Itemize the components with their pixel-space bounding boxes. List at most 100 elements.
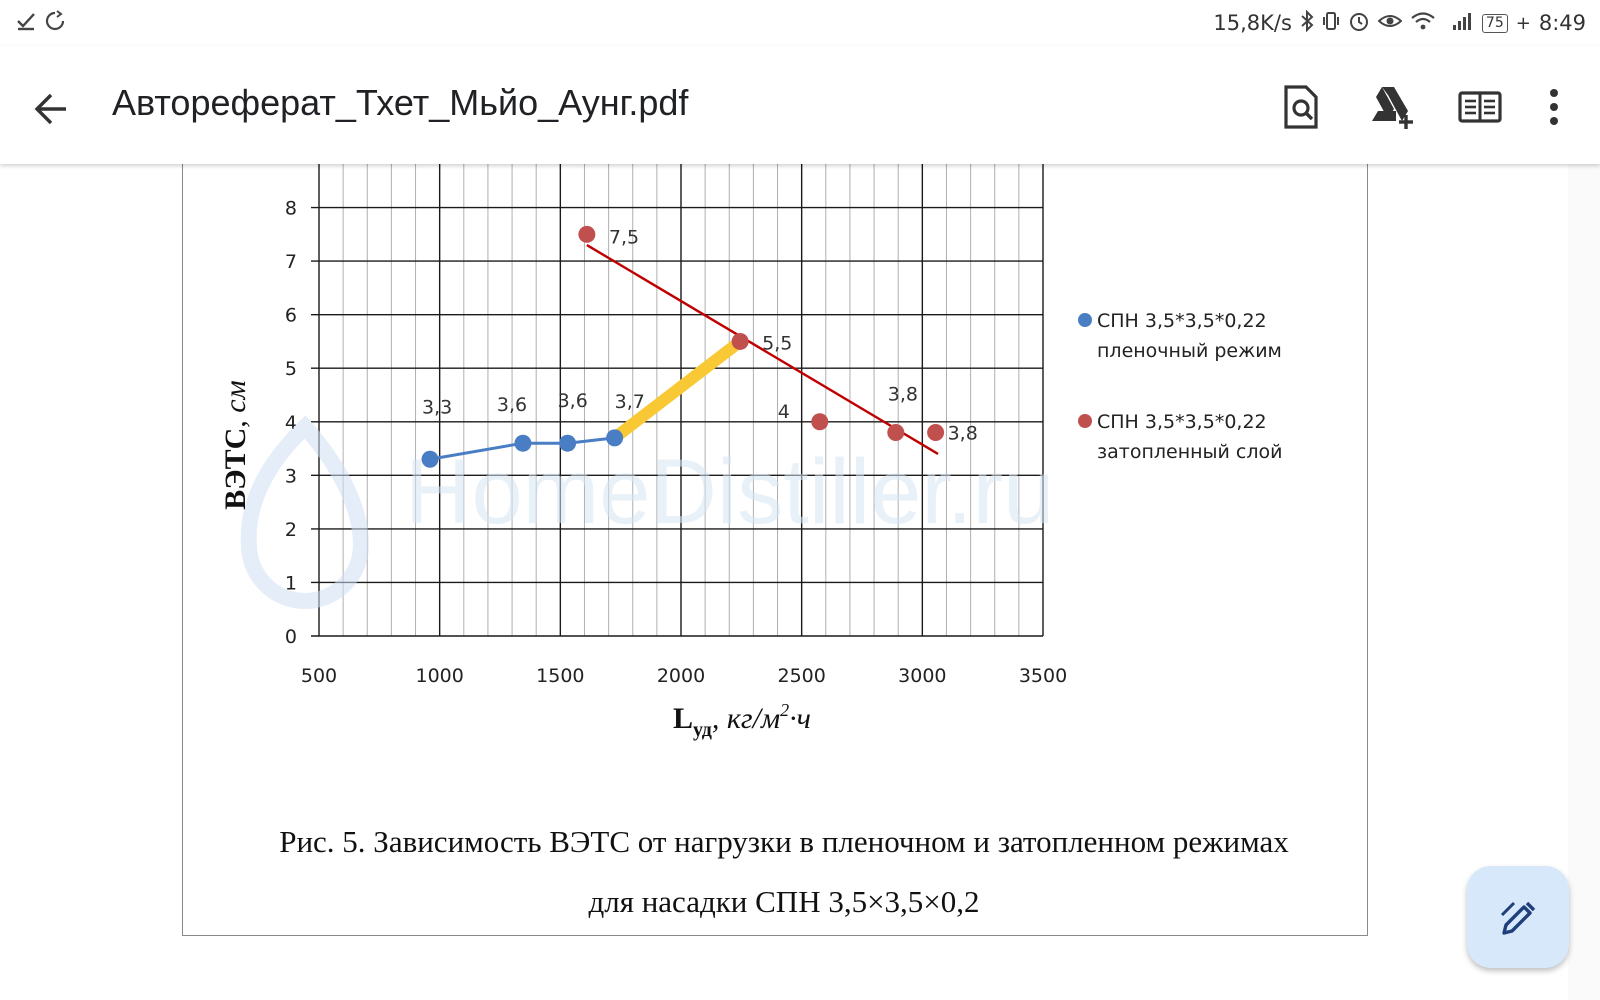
x-tick-label: 1000 [415,665,463,687]
data-points [421,225,945,468]
y-tick-label: 3 [285,465,297,487]
status-right: 15,8K/s 75 + 8:49 [1213,9,1586,37]
alarm-icon [1348,10,1370,37]
data-point [731,332,749,350]
watermark-text: HomeDistiller.ru [405,441,1054,543]
status-left [16,9,66,37]
legend-marker-flooded [1078,414,1092,428]
app-bar: Автореферат_Тхет_Мьйо_Аунг.pdf [0,46,1600,164]
arrow-back-icon [34,93,66,125]
data-point [421,450,439,468]
figure-caption-line1: Рис. 5. Зависимость ВЭТС от нагрузки в п… [279,824,1289,859]
clock: 8:49 [1538,11,1586,35]
y-axis-title-unit: , см [219,380,252,427]
highlight-segment [610,336,744,443]
legend-item-film: СПН 3,5*3,5*0,22 пленочный режим [1078,310,1282,362]
more-vert-icon [1550,89,1558,125]
y-tick-label: 1 [285,572,297,594]
y-axis-title-main: ВЭТС [219,428,252,510]
x-tick-labels: 500 1000 1500 2000 2500 3000 3500 [301,665,1067,687]
x-tick-label: 2000 [657,665,705,687]
x-tick-label: 3000 [898,665,946,687]
series-lines [429,436,615,461]
x-tick-label: 1500 [536,665,584,687]
x-axis-title-sup: 2 [780,700,789,720]
add-to-drive-icon [1372,87,1413,129]
x-axis-title-unit: , кг/м [712,702,780,735]
legend-item-flooded: СПН 3,5*3,5*0,22 затопленный слой [1078,411,1283,463]
data-label: 3,3 [422,396,452,418]
trendline-segment [586,244,939,455]
wifi-icon [1410,11,1436,36]
battery-level: 75 [1481,13,1508,33]
find-in-page-icon [1284,85,1318,129]
bluetooth-icon [1300,9,1314,37]
back-button[interactable] [24,81,80,137]
charging-icon: + [1515,12,1531,34]
status-bar: 15,8K/s 75 + 8:49 [0,0,1600,46]
edit-pen-icon [1500,901,1536,935]
data-label: 3,8 [948,422,978,444]
x-tick-label: 500 [301,665,337,687]
legend-label-flooded-line2: затопленный слой [1097,441,1283,463]
trendline [586,244,939,455]
data-point [606,429,624,447]
reading-mode-button[interactable] [1454,81,1506,133]
y-tick-label: 2 [285,519,297,541]
find-in-page-button[interactable] [1274,81,1326,133]
x-axis-title-tail: ·ч [789,702,811,735]
watermark-drop-icon [240,415,370,609]
y-tick-labels: 0123456789 [285,164,297,648]
vibrate-icon [1322,10,1340,37]
watermark: HomeDistiller.ru [240,415,1054,609]
figure-caption-line2: для насадки СПН 3,5×3,5×0,2 [588,884,980,919]
data-label: 3,6 [558,390,588,412]
legend-marker-film [1078,313,1092,327]
annotate-fab[interactable] [1467,866,1569,968]
legend: СПН 3,5*3,5*0,22 пленочный режим СПН 3,5… [1078,310,1283,463]
net-speed: 15,8K/s [1213,11,1292,35]
x-tick-label: 2500 [777,665,825,687]
y-tick-label: 0 [285,626,297,648]
x-axis-title: Lуд, кг/м2·ч [673,700,811,741]
legend-label-film-line2: пленочный режим [1097,340,1282,362]
y-tick-label: 9 [285,164,297,166]
data-label: 3,6 [497,394,527,416]
document-title: Автореферат_Тхет_Мьйо_Аунг.pdf [112,82,689,123]
x-tick-label: 3500 [1019,665,1067,687]
y-tick-label: 6 [285,305,297,327]
major-gridlines [311,164,1044,637]
series-line-0 [429,436,615,461]
data-label: 3,8 [888,383,918,405]
legend-label-film-line1: СПН 3,5*3,5*0,22 [1097,310,1267,332]
chart: 0 1 2 3 4 5 6 7 8 9 500 1000 1500 2000 2500 3000 3500 H… [219,164,1283,741]
chart-frame: 0 1 2 3 4 5 6 7 8 9 500 1000 1500 2000 2500 3000 3500 H… [182,164,1368,936]
y-tick-label: 8 [285,198,297,220]
x-axis-title-sub: уд [693,719,712,741]
pdf-viewer[interactable]: 0 1 2 3 4 5 6 7 8 9 500 1000 1500 2000 2500 3000 3500 H… [0,164,1600,1000]
data-point [559,434,577,452]
add-to-drive-button[interactable] [1364,81,1416,133]
eye-icon [1377,11,1403,36]
data-label: 4 [778,401,790,423]
y-axis-title: ВЭТС, см [219,380,252,510]
reading-mode-icon [1458,91,1502,123]
data-label: 7,5 [609,226,639,248]
data-labels: 3,3 3,6 3,6 3,7 7,5 5,5 4 3,8 3,8 [422,226,978,444]
more-options-button[interactable] [1534,81,1574,133]
data-label: 3,7 [615,391,645,413]
data-label: 5,5 [762,332,792,354]
x-axis-title-main: L [673,702,693,735]
download-done-icon [16,11,36,36]
sync-icon [44,9,66,37]
data-point [811,413,829,431]
y-tick-label: 7 [285,251,297,273]
data-point [927,423,945,441]
data-point [514,434,532,452]
highlight-line [610,336,744,443]
y-tick-label: 5 [285,358,297,380]
data-point [578,225,596,243]
pdf-page: 0 1 2 3 4 5 6 7 8 9 500 1000 1500 2000 2500 3000 3500 H… [0,164,1568,1000]
legend-label-flooded-line1: СПН 3,5*3,5*0,22 [1097,411,1267,433]
data-point [887,423,905,441]
